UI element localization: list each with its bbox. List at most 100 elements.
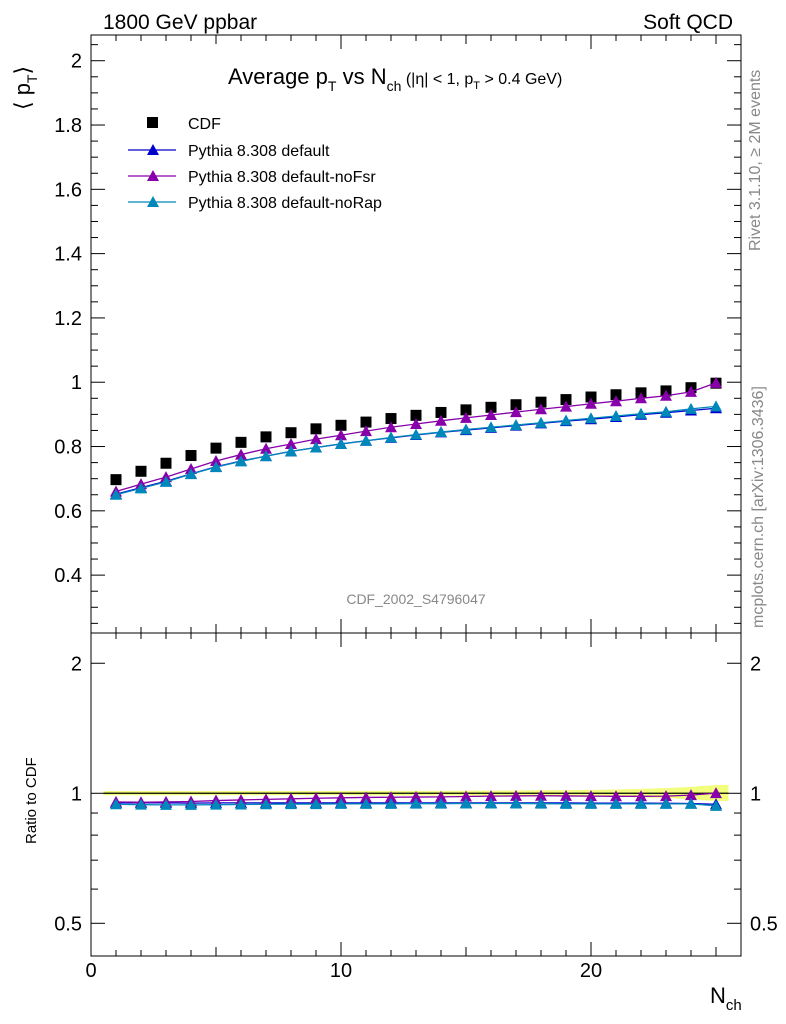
ratio-point [110,798,122,810]
ratio-point [460,790,472,802]
cdf-data-point [110,474,122,486]
ratio-point [135,798,147,810]
series-point [210,461,222,473]
cdf-data-point [235,436,247,448]
ratio-y-axis-label: Ratio to CDF [23,757,40,844]
svg-text:⟨ pT⟩: ⟨ pT⟩ [10,66,40,110]
series-point [385,421,397,433]
series-point [360,425,372,437]
ratio-point [485,790,497,802]
series-point [435,426,447,438]
series-point [510,418,522,430]
main-y-tick-label: 1 [71,372,82,394]
main-y-tick-label: 1.8 [54,115,82,137]
ratio-point [335,797,347,809]
series-point [560,414,572,426]
ratio-point [535,797,547,809]
ratio-point [285,798,297,810]
ratio-y-tick-label-left: 1 [71,783,82,805]
ratio-point [585,797,597,809]
series-point [535,416,547,428]
ratio-point [635,790,647,802]
cdf-data-point [335,419,347,431]
ratio-point [710,799,722,811]
series-point [160,475,172,487]
ratio-point [310,792,322,804]
cdf-data-point [610,389,622,401]
series-point [360,434,372,446]
ratio-point [660,790,672,802]
main-y-tick-label: 1.4 [54,244,82,266]
series-point [710,400,722,412]
series-point [335,437,347,449]
series-point [510,406,522,418]
legend-marker-norap [147,196,159,207]
ratio-point [160,798,172,810]
series-point [485,421,497,433]
cdf-data-point [560,394,572,406]
cdf-data-point [260,431,272,443]
cdf-data-point [360,416,372,428]
series-point [560,400,572,412]
series-point [635,407,647,419]
ratio-point [435,790,447,802]
series-point [685,402,697,414]
legend-label-cdf: CDF [188,116,221,133]
cdf-data-point [460,404,472,416]
series-point [335,429,347,441]
main-y-tick-label: 0.4 [54,565,82,587]
ratio-point [510,789,522,801]
ratio-y-tick-label-right: 2 [750,653,761,675]
cdf-data-point [585,391,597,403]
series-point [185,468,197,480]
ratio-point [585,790,597,802]
header-right: Soft QCD [643,11,733,34]
ratio-point [260,798,272,810]
ratio-point [560,789,572,801]
series-point [385,431,397,443]
cdf-data-point [410,409,422,421]
legend-label-nofsr: Pythia 8.308 default-noFsr [188,169,376,186]
ratio-point [360,797,372,809]
ratio-point [510,797,522,809]
series-point [485,409,497,421]
series-point [110,488,122,500]
ratio-point [685,797,697,809]
plot-title: Average pT vs Nch (|η| < 1, pT > 0.4 GeV… [228,64,562,94]
main-y-axis-label: ⟨ pT⟩ [10,66,40,110]
ratio-point [335,791,347,803]
cdf-data-point [485,401,497,413]
main-y-tick-label: 0.6 [54,501,82,523]
ratio-point [385,791,397,803]
cdf-data-point [310,423,322,435]
ratio-point [710,787,722,799]
legend-marker-nofsr [147,170,159,181]
ratio-series-noRap [110,797,722,811]
legend-label-default: Pythia 8.308 default [188,143,330,160]
ratio-point [460,797,472,809]
series-point [260,450,272,462]
series-point [135,482,147,494]
series-point [585,397,597,409]
rivet-version-label: Rivet 3.1.10, ≥ 2M events [747,70,764,251]
series-point [685,385,697,397]
ratio-y-tick-label-left: 0.5 [54,913,82,935]
ratio-point [660,797,672,809]
cdf-data-point [435,406,447,418]
cdf-data-point [160,457,172,469]
cdf-data-point [510,399,522,411]
series-point [460,423,472,435]
series-point [660,405,672,417]
x-tick-label: 10 [330,960,352,982]
main-series-noFsr [110,376,722,497]
cdf-data-point [135,465,147,477]
cdf-data-point [210,442,222,454]
ratio-point [235,798,247,810]
x-axis-label: Nch [710,983,742,1014]
series-point [285,445,297,457]
legend: CDF Pythia 8.308 default Pythia 8.308 de… [128,116,382,212]
ratio-point [410,791,422,803]
series-point [235,448,247,460]
series-point [410,418,422,430]
legend-marker-default [147,144,159,155]
